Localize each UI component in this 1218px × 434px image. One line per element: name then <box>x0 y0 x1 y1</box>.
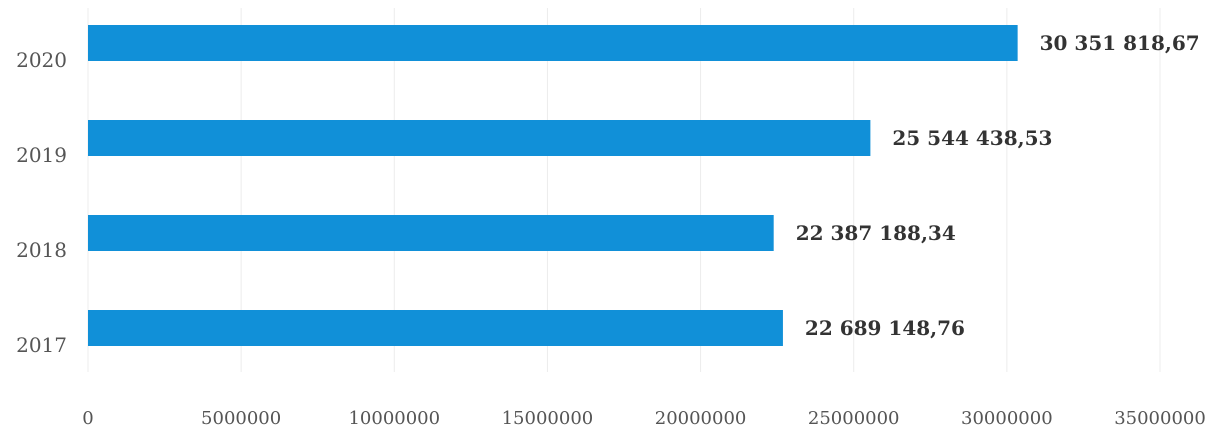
data-label-2017: 22 689 148,76 <box>805 316 965 340</box>
value-axis: 0 5000000 10000000 15000000 20000000 25000000… <box>82 408 1206 429</box>
x-tick-label: 0 <box>82 408 93 429</box>
bar-2019 <box>88 120 871 156</box>
category-label-2019: 2019 <box>16 143 67 167</box>
grid-lines <box>87 8 1161 372</box>
category-label-2020: 2020 <box>16 48 67 72</box>
bar-2018 <box>88 215 774 251</box>
category-label-2017: 2017 <box>16 333 67 357</box>
bar-2017 <box>88 310 783 346</box>
x-tick-label: 5000000 <box>201 408 281 429</box>
x-tick-label: 35000000 <box>1114 408 1206 429</box>
category-label-2018: 2018 <box>16 238 67 262</box>
data-label-2019: 25 544 438,53 <box>892 126 1052 150</box>
x-tick-label: 20000000 <box>655 408 747 429</box>
bar-2020 <box>88 25 1018 61</box>
x-tick-label: 25000000 <box>808 408 900 429</box>
category-axis: 2020 2019 2018 2017 <box>16 48 67 357</box>
data-label-2018: 22 387 188,34 <box>796 221 956 245</box>
x-tick-label: 30000000 <box>961 408 1053 429</box>
data-labels: 30 351 818,67 25 544 438,53 22 387 188,34 2… <box>796 31 1200 340</box>
x-tick-label: 15000000 <box>502 408 594 429</box>
data-label-2020: 30 351 818,67 <box>1040 31 1200 55</box>
x-tick-label: 10000000 <box>348 408 440 429</box>
bars <box>88 25 1018 346</box>
